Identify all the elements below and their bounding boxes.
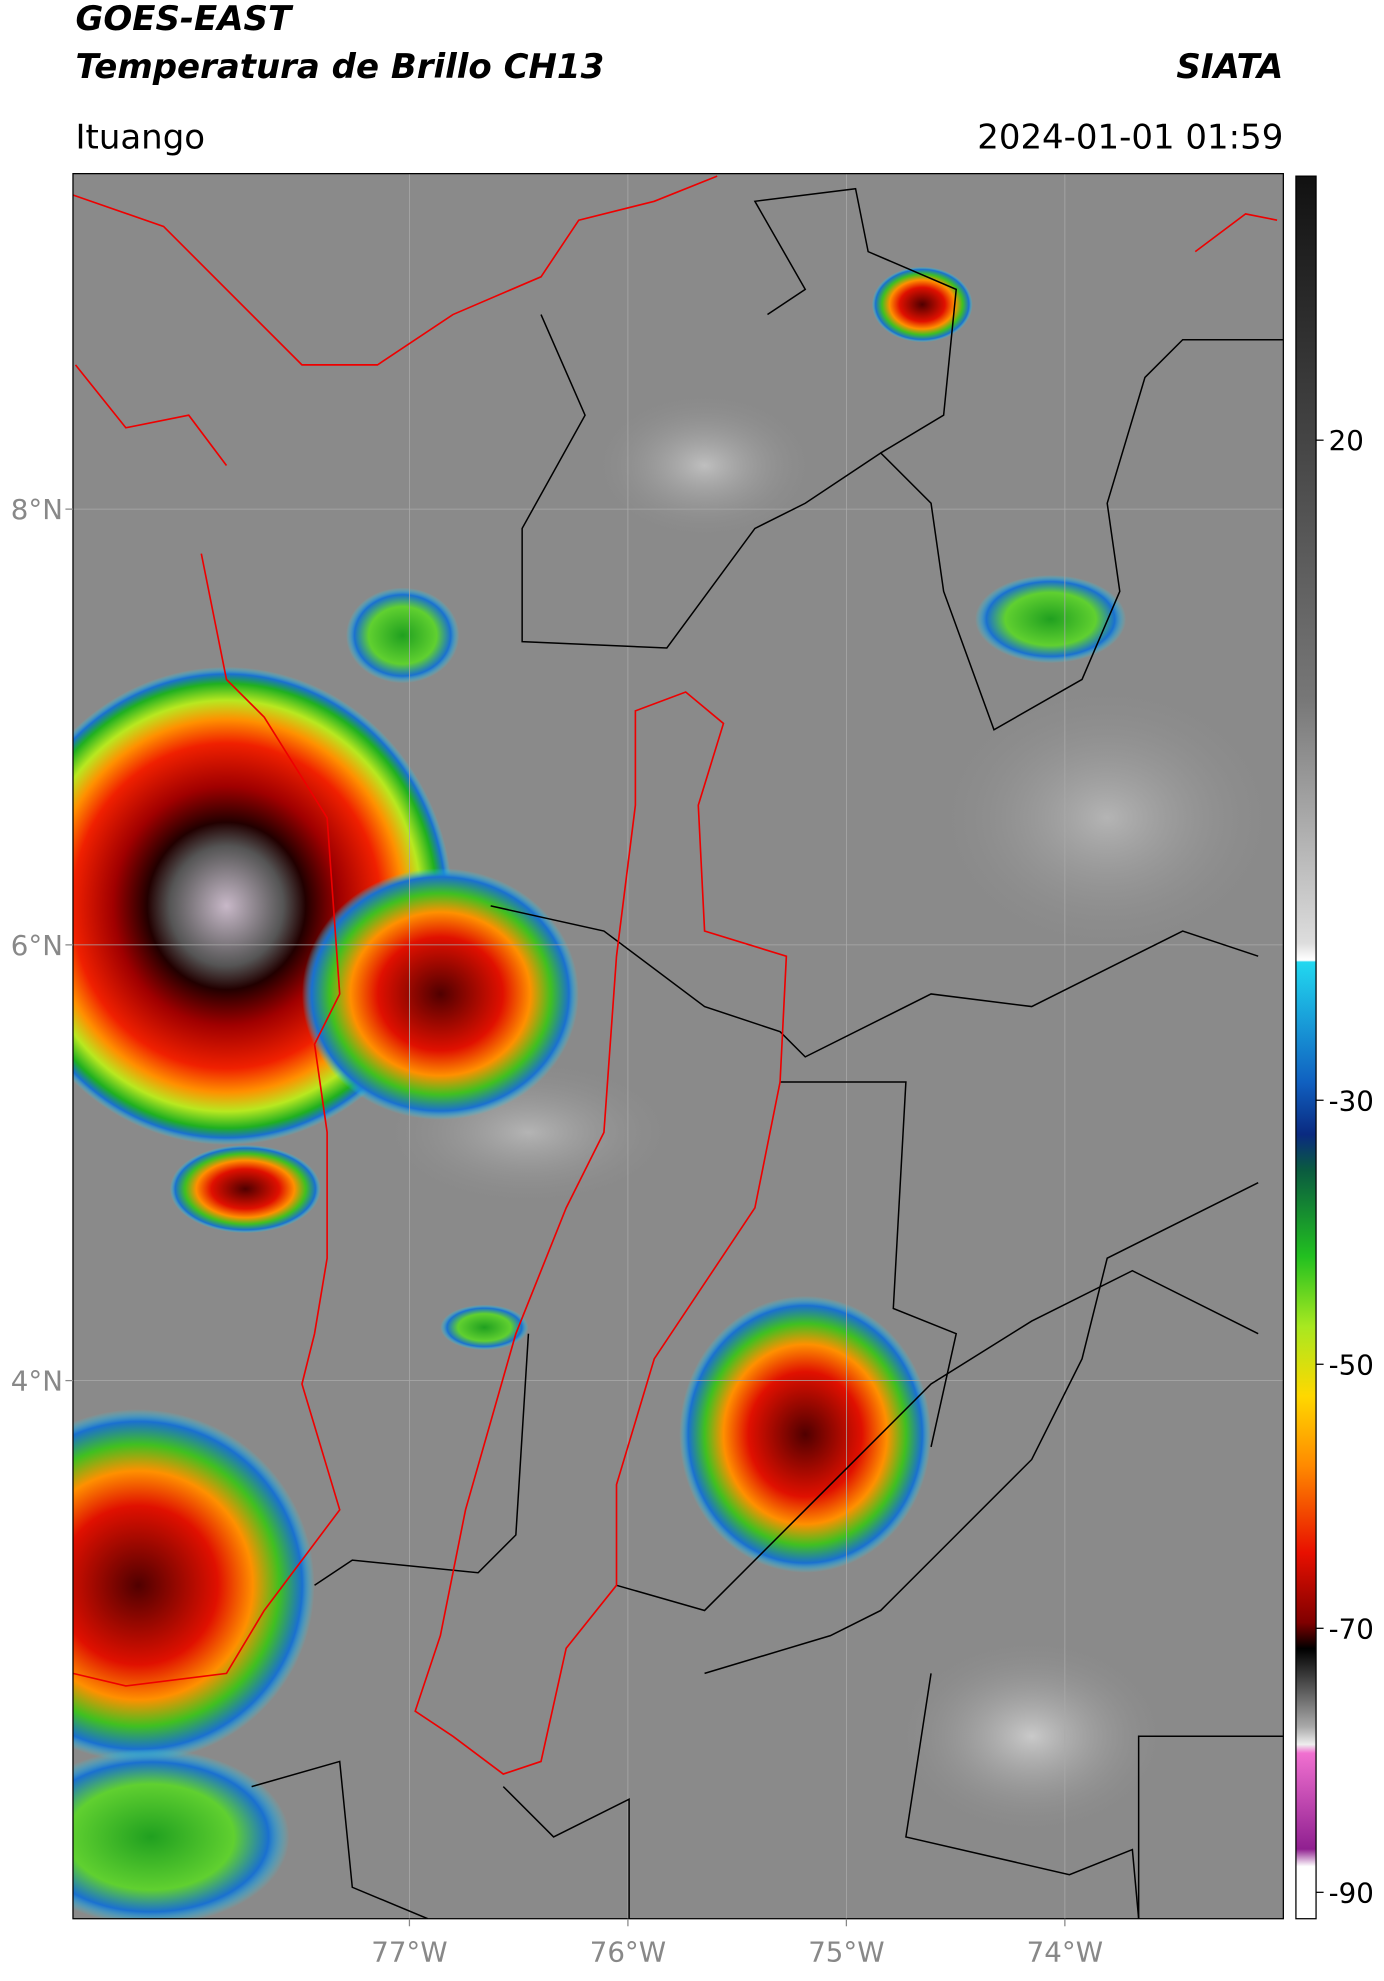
- border: [502, 1786, 630, 1919]
- lat-label: 4°N: [11, 1365, 63, 1398]
- cloud: [931, 679, 1284, 957]
- storm: [301, 868, 579, 1120]
- colorbar-label: -50: [1329, 1348, 1374, 1381]
- map-frame: [72, 172, 1284, 1920]
- lon-label: 74°W: [1027, 1935, 1103, 1968]
- lon-label: 77°W: [371, 1935, 447, 1968]
- coastline: [72, 175, 718, 366]
- axes: 8°N 6°N 4°N 77°W 76°W 75°W 74°W: [11, 493, 1103, 1968]
- lon-label: 76°W: [590, 1935, 666, 1968]
- border: [704, 1182, 1259, 1675]
- colorbar-label: -90: [1329, 1876, 1374, 1909]
- colorbar-label: -30: [1329, 1084, 1374, 1117]
- border: [490, 905, 1259, 1058]
- borders: [251, 187, 1284, 1919]
- coastline: [1194, 213, 1278, 253]
- location: Ituango: [75, 117, 205, 157]
- cloud: [893, 1635, 1171, 1837]
- border: [753, 187, 958, 454]
- colorbar-ticks: 20 -30 -50 -70 -90: [1316, 424, 1374, 1909]
- storm: [679, 1295, 932, 1573]
- storm: [169, 1144, 321, 1234]
- border: [521, 314, 1284, 731]
- cloud: [591, 390, 818, 542]
- border: [905, 1673, 1140, 1919]
- title: GOES-EAST: [75, 0, 293, 39]
- storm: [72, 1409, 315, 1762]
- datetime: 2024-01-01 01:59: [977, 117, 1283, 157]
- lat-label: 6°N: [11, 929, 63, 962]
- storm: [72, 1748, 290, 1919]
- border: [1137, 1735, 1284, 1919]
- coastline: [74, 364, 228, 467]
- satellite-image: [72, 173, 1284, 1919]
- subtitle: Temperatura de Brillo CH13: [75, 47, 604, 87]
- coastline: [72, 553, 341, 1687]
- storm: [346, 587, 460, 684]
- storm: [440, 1304, 529, 1351]
- border: [314, 1333, 530, 1586]
- border: [251, 1760, 429, 1919]
- basin-outline: [414, 691, 788, 1775]
- storm: [975, 574, 1127, 664]
- storm: [871, 266, 973, 343]
- lat-label: 8°N: [11, 493, 63, 526]
- border: [780, 1081, 958, 1448]
- red-borders: [72, 175, 1278, 1775]
- border: [616, 1269, 1259, 1612]
- lon-label: 75°W: [808, 1935, 884, 1968]
- colorbar-label: 20: [1329, 424, 1364, 457]
- colorbar-label: -70: [1329, 1612, 1374, 1645]
- colorbar: [1295, 175, 1317, 1920]
- source: SIATA: [1176, 47, 1283, 87]
